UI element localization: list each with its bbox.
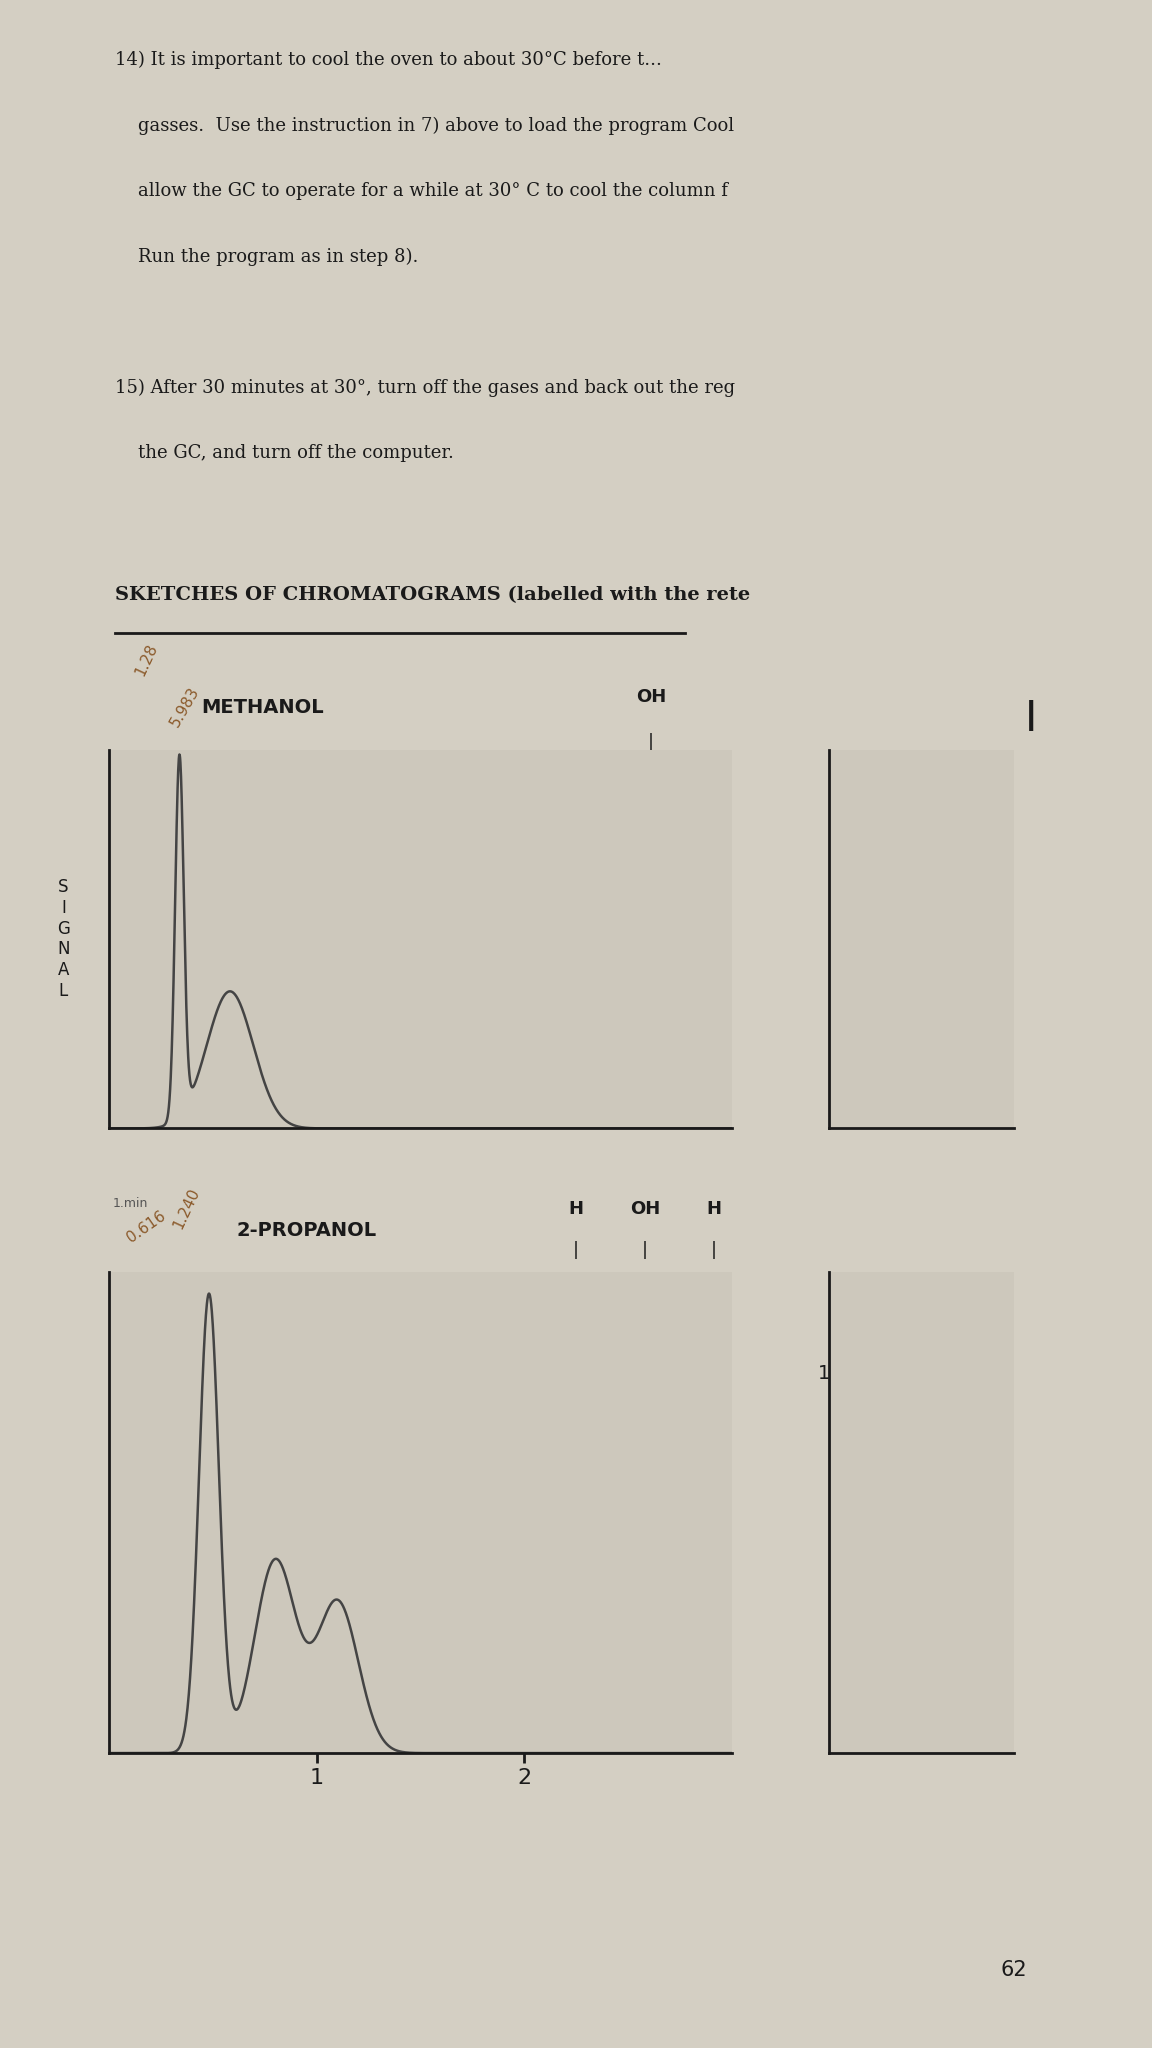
Text: 14) It is important to cool the oven to about 30°C before t...: 14) It is important to cool the oven to … [115,51,662,70]
Text: |: | [573,1241,579,1260]
Text: H: H [706,1200,722,1219]
Text: 5.983: 5.983 [167,684,202,729]
Text: H—C—H: H—C—H [611,778,691,797]
Text: the GC, and turn off the computer.: the GC, and turn off the computer. [115,444,454,463]
Text: Run the program as in step 8).: Run the program as in step 8). [115,248,418,266]
Text: 1.240: 1.240 [170,1186,203,1231]
Text: 0.616: 0.616 [124,1208,168,1245]
Text: S
I
G
N
A
L: S I G N A L [56,879,70,999]
Text: I: I [1025,698,1037,741]
Text: gasses.  Use the instruction in 7) above to load the program Cool: gasses. Use the instruction in 7) above … [115,117,734,135]
Text: H—C—C—C—H: H—C—C—C—H [574,1282,717,1300]
Text: |: | [711,1323,718,1341]
Text: OH: OH [630,1200,660,1219]
Text: allow the GC to operate for a while at 30° C to cool the column f: allow the GC to operate for a while at 3… [115,182,728,201]
Text: |: | [647,823,654,842]
Text: SKETCHES OF CHROMATOGRAMS (labelled with the rete: SKETCHES OF CHROMATOGRAMS (labelled with… [115,586,750,604]
Text: |: | [573,1323,579,1341]
Text: |: | [647,733,654,752]
Text: 1.28: 1.28 [132,641,160,678]
Text: |: | [711,1241,718,1260]
Text: 178.5: 178.5 [818,1364,874,1382]
Text: H: H [643,868,659,887]
Text: METHANOL: METHANOL [202,698,324,717]
Text: OH: OH [636,688,666,707]
Text: 62: 62 [1000,1960,1028,1980]
Text: H: H [706,1364,722,1382]
Text: H: H [568,1200,584,1219]
Text: |: | [642,1323,649,1341]
Text: H: H [568,1364,584,1382]
Text: H: H [637,1364,653,1382]
Text: 1.min: 1.min [113,1198,149,1210]
Text: 15) After 30 minutes at 30°, turn off the gases and back out the reg: 15) After 30 minutes at 30°, turn off th… [115,379,735,397]
Text: |: | [642,1241,649,1260]
Text: 2-PROPANOL: 2-PROPANOL [236,1221,377,1239]
